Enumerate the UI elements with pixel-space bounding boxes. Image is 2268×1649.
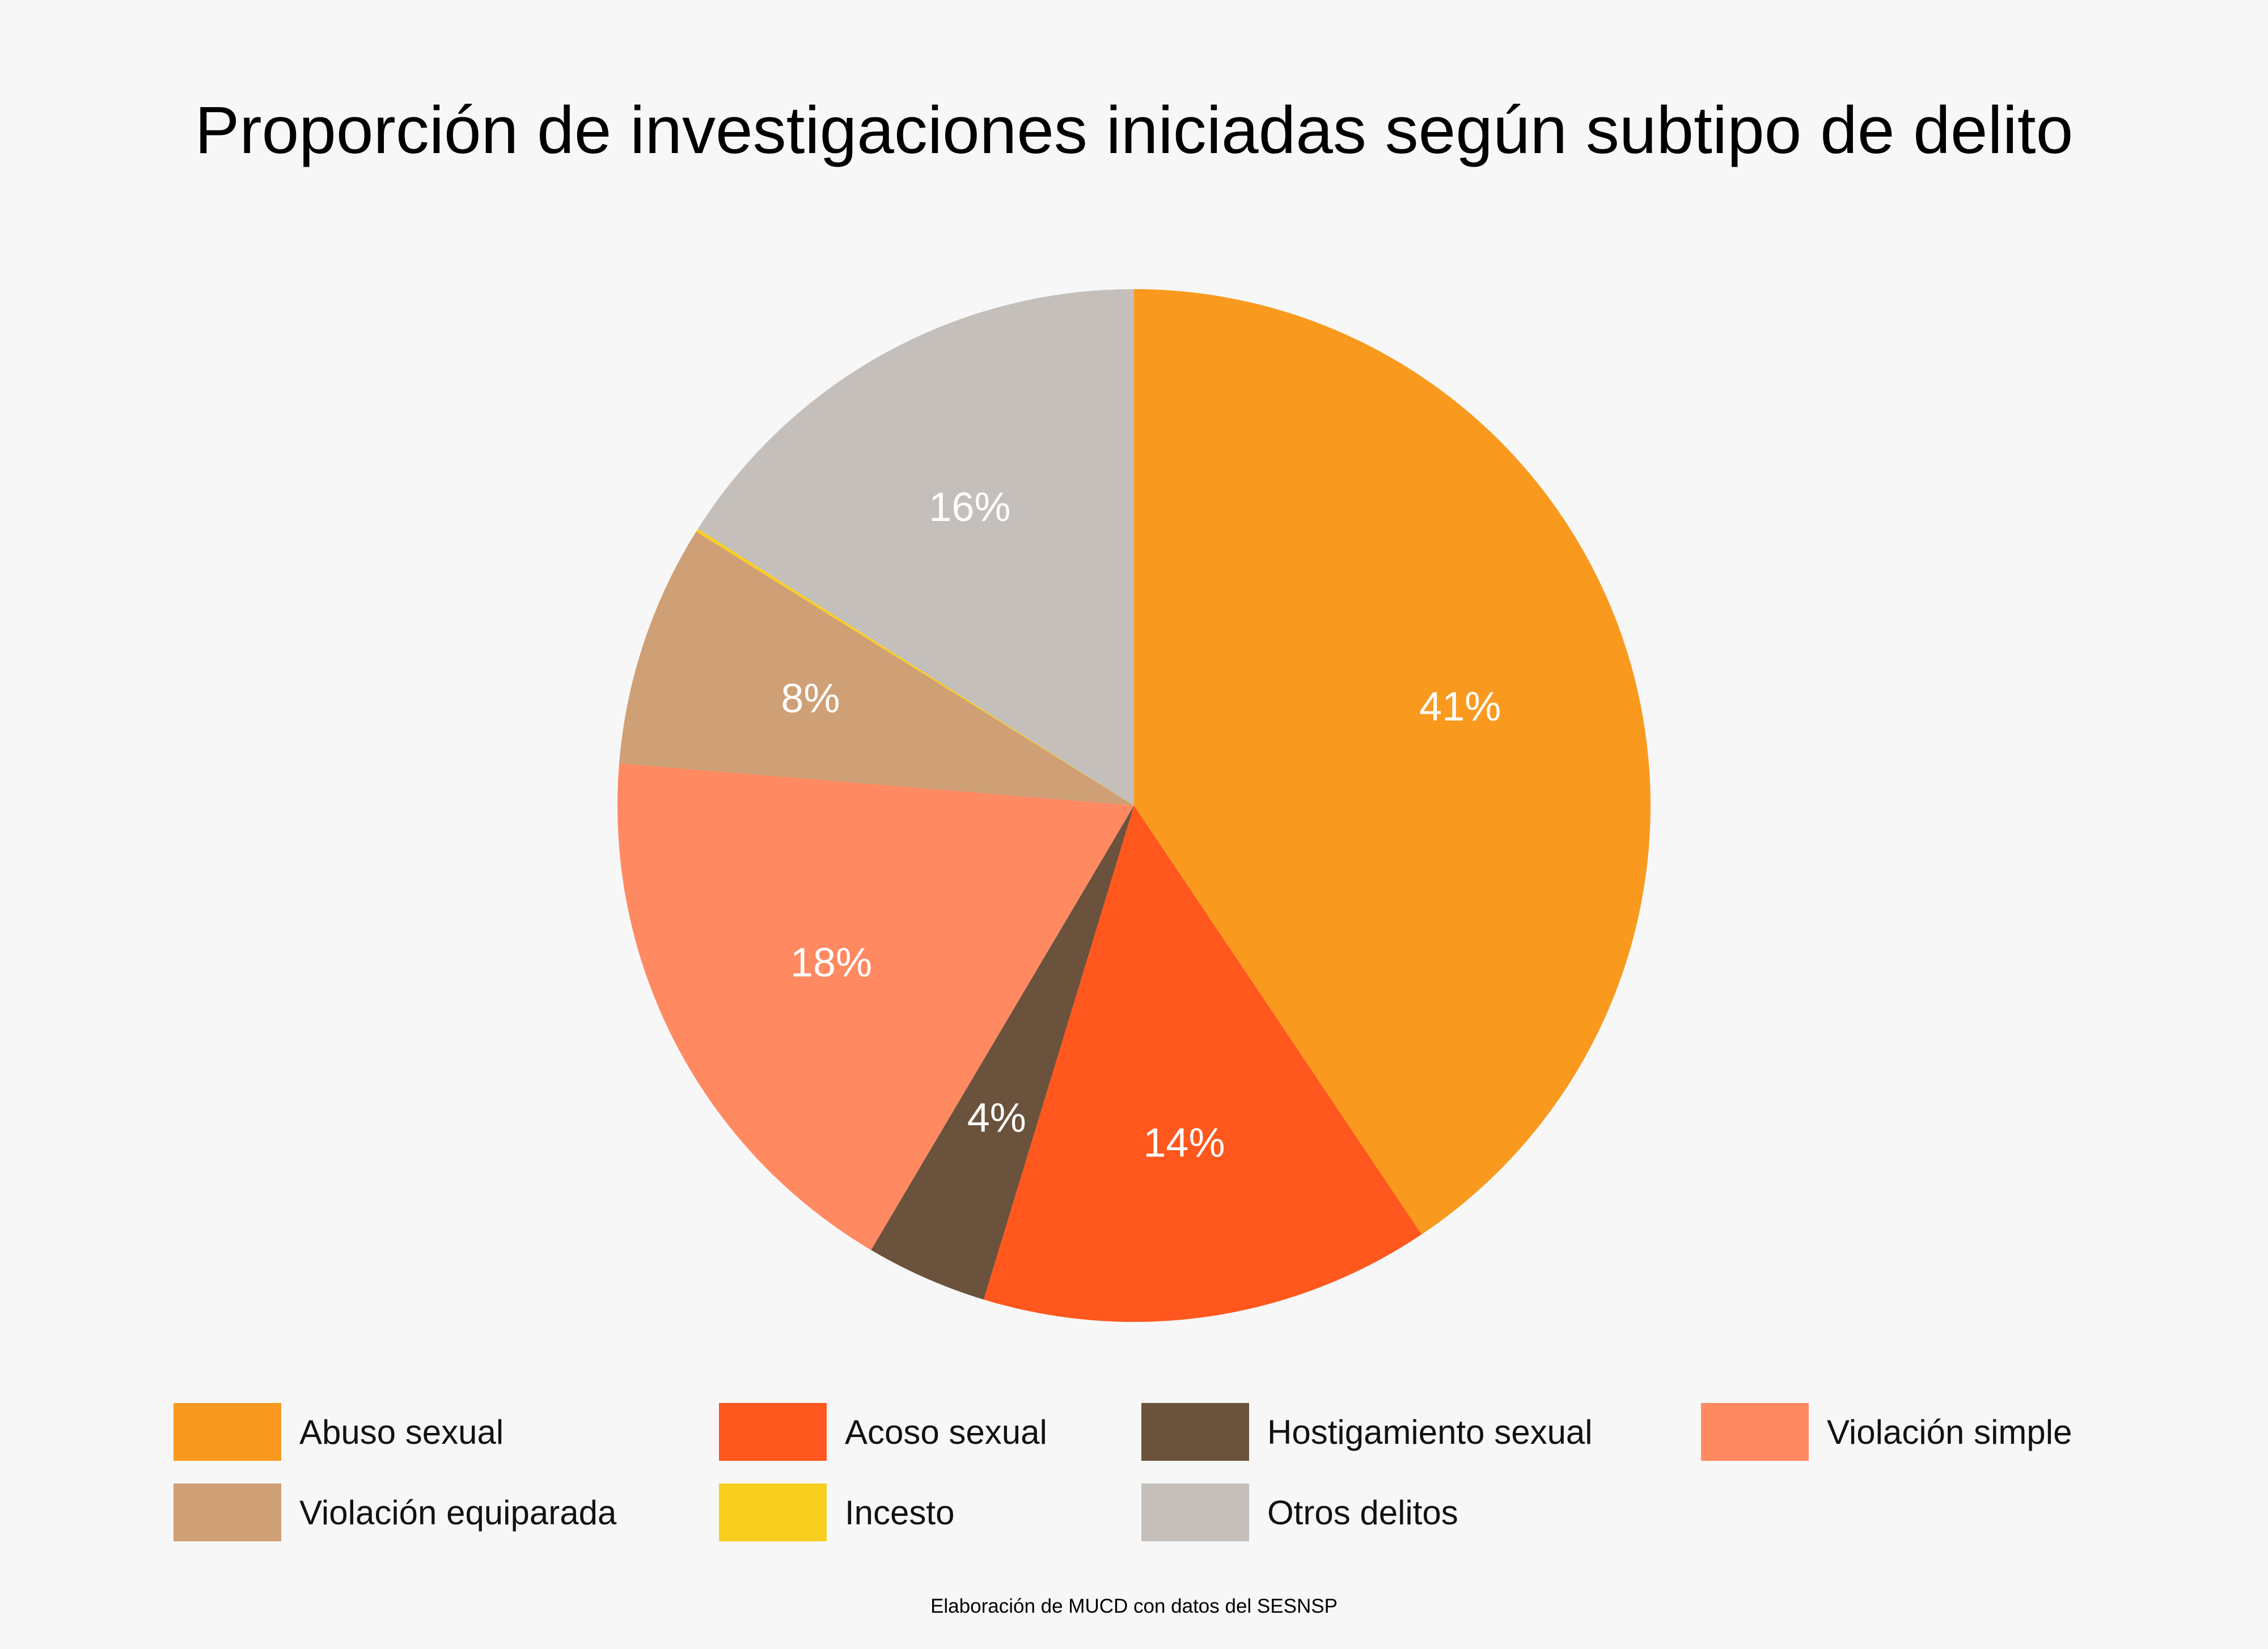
- legend-swatch: [719, 1403, 827, 1461]
- chart-title: Proporción de investigaciones iniciadas …: [195, 93, 2074, 168]
- slice-label: 18%: [790, 940, 872, 985]
- pie-slice-abuso-sexual: [1134, 289, 1651, 1235]
- legend-swatch: [1701, 1403, 1809, 1461]
- pie-slice-otros-delitos: [697, 289, 1134, 806]
- source-note: Elaboración de MUCD con datos del SESNSP: [930, 1595, 1338, 1617]
- slice-label: 41%: [1419, 684, 1501, 730]
- legend: Abuso sexual Acoso sexual Hostigamiento se…: [174, 1403, 2072, 1541]
- legend-label: Hostigamiento sexual: [1267, 1413, 1593, 1451]
- legend-swatch: [1141, 1483, 1249, 1541]
- legend-label: Abuso sexual: [299, 1413, 503, 1451]
- pie-slice-violaci-n-equiparada: [619, 531, 1134, 806]
- legend-label: Incesto: [845, 1494, 954, 1532]
- pie-slice-violaci-n-simple: [617, 763, 1134, 1250]
- slice-label: 16%: [929, 485, 1010, 530]
- slice-label: 14%: [1143, 1121, 1225, 1166]
- slice-label: 8%: [781, 676, 840, 722]
- pie-slices: [617, 289, 1651, 1322]
- legend-label: Acoso sexual: [845, 1413, 1047, 1451]
- legend-swatch: [174, 1483, 281, 1541]
- legend-swatch: [174, 1403, 281, 1461]
- legend-label: Violación simple: [1827, 1413, 2072, 1451]
- slice-label: 4%: [967, 1095, 1026, 1141]
- legend-label: Violación equiparada: [299, 1494, 617, 1532]
- slice-labels: 41% 14% 4% 18% 8% 16%: [781, 485, 1501, 1166]
- pie-slice-acoso-sexual: [983, 806, 1422, 1322]
- pie-slice-incesto: [696, 528, 1134, 806]
- legend-swatch: [1141, 1403, 1249, 1461]
- legend-swatch: [719, 1483, 827, 1541]
- pie-slice-hostigamiento-sexual: [871, 806, 1134, 1300]
- legend-label: Otros delitos: [1267, 1494, 1458, 1532]
